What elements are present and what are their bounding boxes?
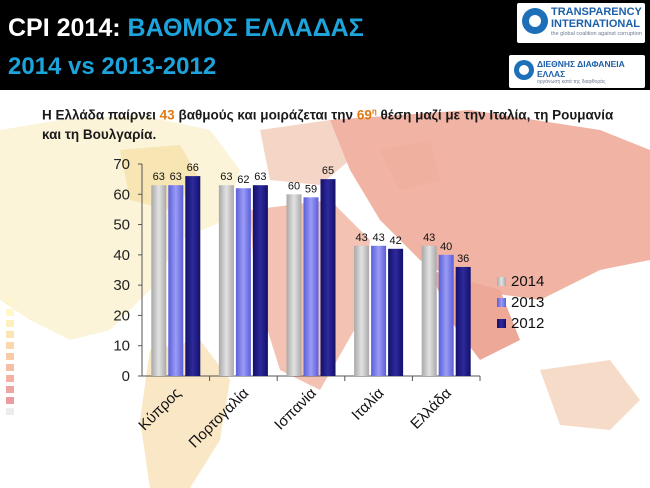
y-tick-label: 0 <box>122 368 130 385</box>
transparency-international-logo: TRANSPARENCY INTERNATIONAL the global co… <box>517 3 645 43</box>
y-tick-label: 20 <box>113 307 130 324</box>
legend-label-2013: 2013 <box>511 294 544 311</box>
bar-2012-2 <box>320 179 336 376</box>
statement-part3: θέση μαζί με την Ιταλία, τη Ρουμανία και… <box>42 107 614 142</box>
title-highlight: ΒΑΘΜΟΣ ΕΛΛΑΔΑΣ <box>127 14 364 42</box>
bar-2014-1 <box>218 185 234 376</box>
bar-2012-3 <box>388 248 404 376</box>
data-label: 63 <box>220 171 232 183</box>
data-label: 62 <box>237 174 249 186</box>
logo-de-line2: ΕΛΛΑΣ <box>537 69 566 79</box>
y-tick-label: 10 <box>113 338 130 355</box>
legend-label-2014: 2014 <box>511 273 544 290</box>
data-label: 60 <box>288 180 300 192</box>
logo-de-line1: ΔΙΕΘΝΗΣ ΔΙΑΦΑΝΕΙΑ <box>537 59 625 69</box>
bar-2014-0 <box>151 185 167 376</box>
logo-ti-line1: TRANSPARENCY <box>551 6 642 18</box>
legend-swatch-2014 <box>497 277 506 286</box>
bar-2013-1 <box>235 188 251 376</box>
greece-score: 43 <box>159 107 175 123</box>
background-map-legend <box>6 296 66 417</box>
legend-swatch-2013 <box>497 298 506 307</box>
data-label: 40 <box>440 241 452 253</box>
category-label: Πορτογαλία <box>186 385 253 452</box>
page-subtitle: 2014 vs 2013-2012 <box>8 53 217 80</box>
title-prefix: CPI 2014: <box>8 14 121 42</box>
bar-2012-0 <box>185 176 201 376</box>
globe-icon <box>522 8 548 34</box>
category-label: Κύπρος <box>135 385 184 434</box>
data-label: 63 <box>170 171 182 183</box>
data-label: 63 <box>153 171 165 183</box>
category-label: Ιταλία <box>348 385 387 424</box>
bar-2012-4 <box>455 266 471 376</box>
y-tick-label: 60 <box>113 186 130 203</box>
page-title: CPI 2014: ΒΑΘΜΟΣ ΕΛΛΑΔΑΣ <box>8 14 364 43</box>
bar-2013-0 <box>168 185 184 376</box>
data-label: 43 <box>355 232 367 244</box>
bar-2013-2 <box>303 197 319 376</box>
y-tick-label: 40 <box>113 247 130 264</box>
data-label: 65 <box>322 165 334 177</box>
data-label: 42 <box>389 235 401 247</box>
legend-swatch-2012 <box>497 319 506 328</box>
statement-text: Η Ελλάδα παίρνει 43 βαθμούς και μοιράζετ… <box>42 102 622 144</box>
data-label: 43 <box>423 232 435 244</box>
y-tick-label: 50 <box>113 217 130 234</box>
bar-2014-3 <box>354 245 370 376</box>
bar-2012-1 <box>252 185 268 376</box>
logo-de-tagline: οργάνωση κατά της διαφθοράς <box>537 79 606 85</box>
category-label: Ελλάδα <box>407 385 455 433</box>
statement-part2: βαθμούς και μοιράζεται την <box>174 107 357 123</box>
logo-ti-tagline: the global coalition against corruption <box>551 31 642 37</box>
bar-2013-3 <box>371 245 387 376</box>
greece-rank: 69 <box>356 107 372 123</box>
transparency-greece-logo: ΔΙΕΘΝΗΣ ΔΙΑΦΑΝΕΙΑ ΕΛΛΑΣ οργάνωση κατά τη… <box>509 55 645 88</box>
y-tick-label: 30 <box>113 277 130 294</box>
data-label: 63 <box>254 171 266 183</box>
bar-2014-4 <box>421 245 437 376</box>
logo-ti-line2: INTERNATIONAL <box>551 18 641 30</box>
category-label: Ισπανία <box>271 385 320 434</box>
data-label: 43 <box>372 232 384 244</box>
statement-part1: Η Ελλάδα παίρνει <box>42 107 160 123</box>
legend-label-2012: 2012 <box>511 315 544 332</box>
bar-2013-4 <box>438 254 454 376</box>
data-label: 66 <box>187 162 199 174</box>
header-bar: CPI 2014: ΒΑΘΜΟΣ ΕΛΛΑΔΑΣ 2014 vs 2013-20… <box>0 0 650 90</box>
background-world-map <box>0 110 650 488</box>
bar-2014-2 <box>286 194 302 376</box>
y-tick-label: 70 <box>113 156 130 173</box>
greece-rank-suffix: η <box>371 107 377 116</box>
data-label: 36 <box>457 253 469 265</box>
data-label: 59 <box>305 183 317 195</box>
globe-icon <box>514 60 534 80</box>
